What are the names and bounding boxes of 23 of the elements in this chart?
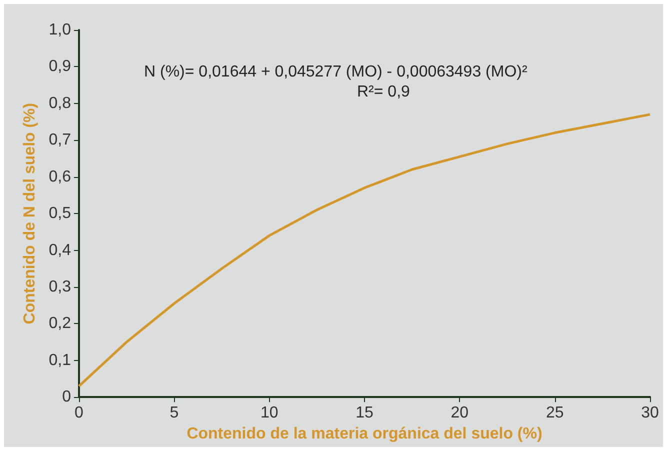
y-tick-label: 0,3	[48, 278, 72, 296]
y-tick-label: 0,6	[48, 168, 72, 186]
annotation: R²= 0,9	[357, 84, 410, 100]
x-tick-label: 15	[356, 404, 374, 422]
y-tick-label: 0,8	[48, 94, 72, 112]
y-tick-label: 0,2	[48, 315, 72, 332]
line-series	[78, 113, 652, 388]
y-tick-label: 0	[62, 388, 72, 406]
x-tick-label: 20	[450, 404, 469, 422]
y-tick-label: 0,5	[48, 205, 72, 222]
x-tick-label: 25	[546, 404, 564, 422]
y-tick-label: 0,7	[48, 132, 72, 149]
annotation: N (%)= 0,01644 + 0,045277 (MO) - 0,00063493 (MO)²	[144, 64, 528, 80]
y-tick-label: 0,4	[48, 242, 72, 259]
x-tick-label: 10	[260, 404, 278, 422]
y-tick-label: 0,9	[48, 58, 72, 76]
y-tick-label: 0,1	[48, 352, 72, 369]
x-tick-label: 30	[641, 404, 659, 422]
y-axis-title: Contenido de N del suelo (%)	[21, 102, 38, 324]
x-axis-title: Contenido de la materia orgánica del suelo (%)	[186, 426, 542, 442]
y-tick-label: 1,0	[48, 22, 72, 38]
x-tick-label: 0	[74, 404, 84, 422]
x-tick-label: 5	[170, 404, 179, 422]
